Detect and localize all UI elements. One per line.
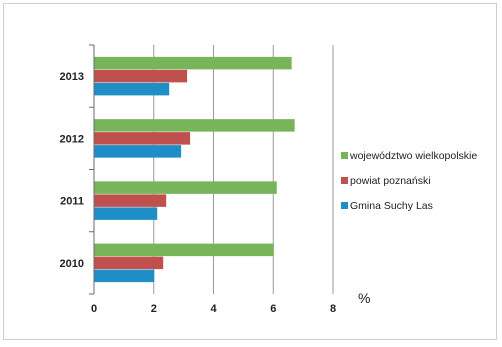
bar-2012-series-2 [94, 145, 182, 158]
x-tick-label: 6 [270, 303, 276, 315]
legend-item-wojewodztwo: województwo wielkopolskie [341, 150, 501, 175]
bar-2012-series-1 [94, 132, 191, 145]
bar-2013-series-2 [94, 82, 170, 96]
x-tick-label: 4 [210, 303, 217, 315]
legend-item-gmina: Gmina Suchy Las [341, 200, 501, 225]
chart-frame [3, 3, 497, 340]
legend-swatch-wojewodztwo [341, 152, 348, 159]
bar-2011-series-1 [94, 194, 167, 207]
y-category-label: 2012 [60, 133, 84, 145]
legend-label-powiat: powiat poznański [350, 175, 431, 187]
legend-item-powiat: powiat poznański [341, 175, 501, 200]
legend-label-wojewodztwo: województwo wielkopolskie [350, 150, 478, 162]
legend-swatch-powiat [341, 177, 348, 184]
bar-2011-series-0 [94, 181, 277, 194]
x-tick-label: 2 [151, 303, 157, 315]
y-category-label: 2010 [60, 258, 84, 270]
legend-label-gmina: Gmina Suchy Las [350, 200, 433, 212]
bar-2012-series-0 [94, 119, 295, 132]
legend: województwo wielkopolskie powiat poznańs… [341, 150, 501, 225]
y-category-label: 2013 [60, 71, 84, 83]
bar-2013-series-0 [94, 56, 292, 70]
x-tick-label: 8 [330, 303, 336, 315]
legend-swatch-gmina [341, 202, 348, 209]
x-tick-label: 0 [91, 303, 97, 315]
unit-label: % [358, 290, 371, 306]
bar-2013-series-1 [94, 69, 188, 83]
bar-2011-series-2 [94, 207, 158, 220]
y-category-label: 2011 [60, 196, 84, 208]
bar-2010-series-2 [94, 269, 155, 283]
bar-2010-series-1 [94, 256, 164, 270]
bar-2010-series-0 [94, 243, 274, 257]
